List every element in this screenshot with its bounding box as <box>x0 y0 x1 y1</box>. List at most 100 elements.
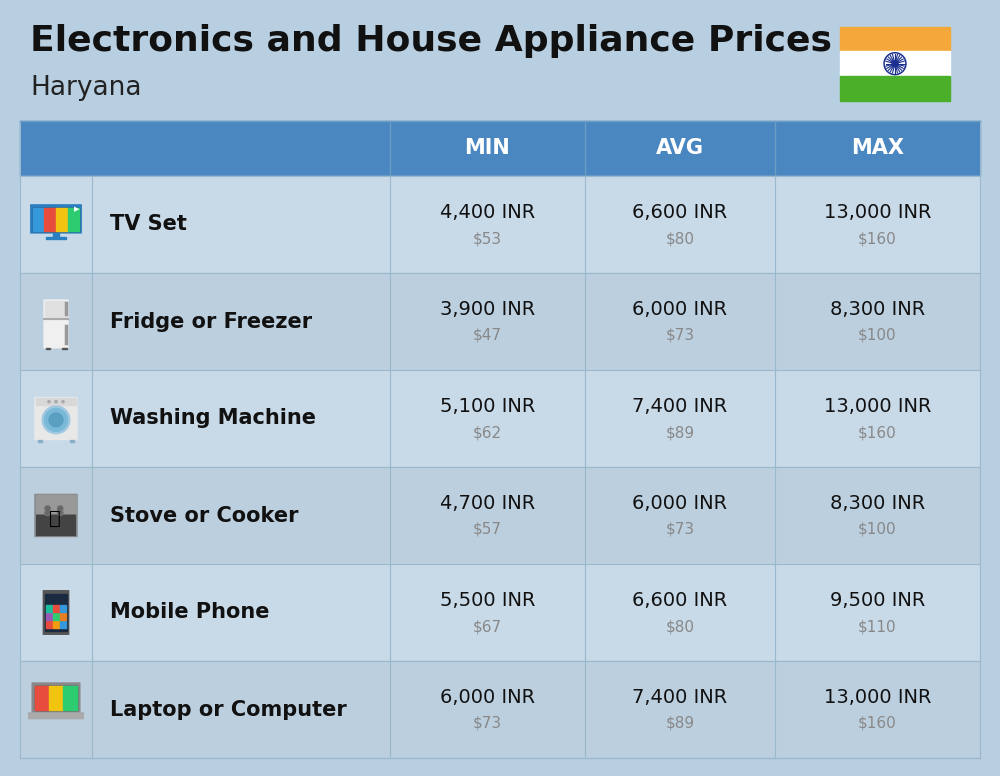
Text: $160: $160 <box>858 231 897 246</box>
Bar <box>53 605 59 611</box>
Bar <box>36 398 76 405</box>
Text: 6,600 INR: 6,600 INR <box>632 203 728 222</box>
Bar <box>20 467 980 564</box>
Bar <box>20 273 980 370</box>
Circle shape <box>884 53 906 74</box>
Circle shape <box>49 413 63 427</box>
Text: $89: $89 <box>665 425 695 440</box>
Text: $62: $62 <box>473 425 502 440</box>
Circle shape <box>45 408 67 431</box>
Text: $73: $73 <box>665 522 695 537</box>
Bar <box>53 233 59 238</box>
Bar <box>36 495 76 514</box>
Bar <box>63 686 77 710</box>
Text: 8,300 INR: 8,300 INR <box>830 494 925 513</box>
Text: 13,000 INR: 13,000 INR <box>824 397 931 416</box>
Circle shape <box>45 510 50 515</box>
Text: 9,500 INR: 9,500 INR <box>830 591 925 610</box>
Bar <box>70 439 74 442</box>
Text: $53: $53 <box>473 231 502 246</box>
Bar <box>33 208 79 230</box>
Bar <box>20 176 980 273</box>
Bar <box>60 613 66 620</box>
Text: 3,900 INR: 3,900 INR <box>440 300 535 319</box>
Bar <box>60 622 66 628</box>
Circle shape <box>46 511 49 514</box>
Text: 4,400 INR: 4,400 INR <box>440 203 535 222</box>
Bar <box>840 26 950 51</box>
Text: 6,000 INR: 6,000 INR <box>632 300 728 319</box>
Text: 4,700 INR: 4,700 INR <box>440 494 535 513</box>
Bar <box>53 622 59 628</box>
Bar <box>38 439 42 442</box>
Text: Mobile Phone: Mobile Phone <box>110 602 270 622</box>
Text: $160: $160 <box>858 425 897 440</box>
Text: Electronics and House Appliance Prices: Electronics and House Appliance Prices <box>30 24 832 58</box>
Circle shape <box>55 400 57 403</box>
Circle shape <box>886 54 904 73</box>
FancyBboxPatch shape <box>29 713 83 719</box>
Text: $73: $73 <box>665 328 695 343</box>
Text: $47: $47 <box>473 328 502 343</box>
Circle shape <box>45 506 50 511</box>
Circle shape <box>46 507 49 510</box>
Bar <box>56 208 68 230</box>
Text: $160: $160 <box>858 716 897 731</box>
Text: 5,500 INR: 5,500 INR <box>440 591 535 610</box>
FancyBboxPatch shape <box>43 591 69 634</box>
Bar <box>840 51 950 76</box>
Text: AVG: AVG <box>656 138 704 158</box>
Bar <box>60 605 66 611</box>
Text: $80: $80 <box>666 619 694 634</box>
Text: Fridge or Freezer: Fridge or Freezer <box>110 311 312 331</box>
Text: 6,000 INR: 6,000 INR <box>632 494 728 513</box>
Text: 6,000 INR: 6,000 INR <box>440 688 535 707</box>
Text: 13,000 INR: 13,000 INR <box>824 203 931 222</box>
Bar <box>46 622 52 628</box>
Bar <box>840 76 950 101</box>
FancyBboxPatch shape <box>35 397 77 439</box>
Bar <box>49 686 63 710</box>
Bar <box>45 594 67 631</box>
Text: 8,300 INR: 8,300 INR <box>830 300 925 319</box>
Bar <box>20 121 980 176</box>
Bar <box>35 686 77 710</box>
Text: Laptop or Computer: Laptop or Computer <box>110 699 347 719</box>
Circle shape <box>59 511 62 514</box>
Bar <box>68 208 79 230</box>
FancyBboxPatch shape <box>37 515 75 535</box>
Text: 🔥: 🔥 <box>49 509 60 528</box>
Text: $80: $80 <box>666 231 694 246</box>
Circle shape <box>57 510 63 515</box>
Text: Stove or Cooker: Stove or Cooker <box>110 505 298 525</box>
Text: 7,400 INR: 7,400 INR <box>632 688 728 707</box>
Bar <box>46 605 52 611</box>
Circle shape <box>59 507 62 510</box>
Bar <box>45 301 67 319</box>
FancyBboxPatch shape <box>35 494 77 536</box>
Text: ▶: ▶ <box>74 206 79 212</box>
Circle shape <box>57 506 63 511</box>
Text: $67: $67 <box>473 619 502 634</box>
Text: MIN: MIN <box>465 138 510 158</box>
Circle shape <box>892 61 898 67</box>
FancyBboxPatch shape <box>32 683 80 712</box>
Text: $73: $73 <box>473 716 502 731</box>
Text: Haryana: Haryana <box>30 75 142 101</box>
Text: $100: $100 <box>858 328 897 343</box>
Text: $89: $89 <box>665 716 695 731</box>
Text: Washing Machine: Washing Machine <box>110 408 316 428</box>
Text: $110: $110 <box>858 619 897 634</box>
FancyBboxPatch shape <box>31 205 81 233</box>
Text: 13,000 INR: 13,000 INR <box>824 688 931 707</box>
Bar <box>44 208 56 230</box>
FancyBboxPatch shape <box>44 300 68 348</box>
Circle shape <box>48 400 50 403</box>
Text: 5,100 INR: 5,100 INR <box>440 397 535 416</box>
Bar <box>46 237 66 239</box>
Circle shape <box>42 406 70 434</box>
Bar <box>46 348 50 349</box>
Bar <box>33 208 44 230</box>
Text: MAX: MAX <box>851 138 904 158</box>
Text: $57: $57 <box>473 522 502 537</box>
